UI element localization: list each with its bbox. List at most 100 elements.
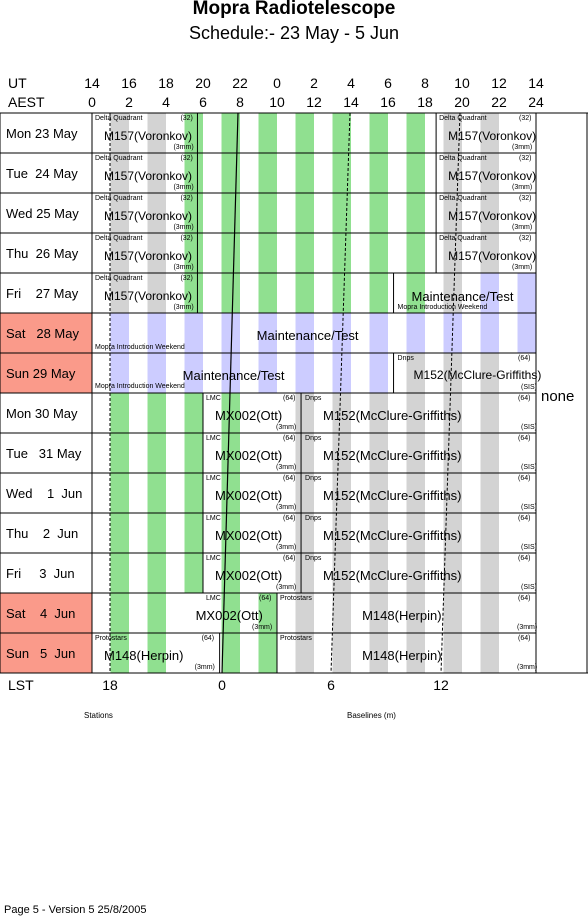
weekend-label-bg bbox=[0, 313, 92, 353]
ut-tick: 12 bbox=[491, 75, 507, 91]
hour-stripe bbox=[332, 233, 351, 273]
slot-count: (64) bbox=[283, 515, 296, 522]
hour-stripe bbox=[517, 273, 536, 313]
slot-count: (64) bbox=[518, 475, 531, 482]
slot-label: LMC bbox=[206, 515, 221, 522]
hour-stripe bbox=[110, 473, 129, 513]
hour-stripe bbox=[110, 353, 129, 393]
day-label: Wed 1 Jun bbox=[6, 485, 83, 501]
hour-stripe bbox=[443, 473, 462, 513]
aest-label: AEST bbox=[8, 94, 45, 110]
hour-stripe bbox=[147, 513, 166, 553]
slot-project: MX002(Ott) bbox=[195, 608, 263, 623]
slot-count: (32) bbox=[180, 275, 193, 282]
aest-tick: 14 bbox=[343, 94, 359, 110]
lst-tick: 12 bbox=[433, 677, 449, 693]
slot-label: Delta Quadrant bbox=[95, 275, 143, 282]
hour-stripe bbox=[332, 153, 351, 193]
hour-stripe bbox=[184, 393, 203, 433]
ut-tick: 2 bbox=[310, 75, 318, 91]
lst-line-6 bbox=[330, 112, 351, 674]
hour-stripe bbox=[443, 633, 462, 673]
ut-tick: 8 bbox=[421, 75, 429, 91]
slot-band: (3mm) bbox=[276, 464, 297, 471]
hour-stripe bbox=[110, 113, 129, 153]
hour-stripe bbox=[406, 633, 425, 673]
slot-band: (3mm) bbox=[276, 504, 297, 511]
weekend-label-bg bbox=[0, 353, 92, 393]
hour-stripe bbox=[184, 313, 203, 353]
hour-stripe bbox=[147, 473, 166, 513]
footer-text: Page 5 - Version 5 25/8/2005 bbox=[4, 904, 147, 916]
hour-stripe bbox=[295, 353, 314, 393]
hour-stripe bbox=[295, 513, 314, 553]
hour-stripe bbox=[110, 313, 129, 353]
hour-stripe bbox=[147, 273, 166, 313]
day-label: Fri 3 Jun bbox=[6, 565, 75, 581]
hour-stripe bbox=[147, 233, 166, 273]
slot-project: M157(Voronkov) bbox=[448, 249, 537, 263]
hour-stripe bbox=[332, 313, 351, 353]
hour-stripe bbox=[480, 553, 499, 593]
hour-stripe bbox=[406, 473, 425, 513]
ut-tick: 22 bbox=[232, 75, 248, 91]
hour-stripe bbox=[480, 393, 499, 433]
stations-label: Stations bbox=[84, 711, 113, 720]
hour-stripe bbox=[295, 473, 314, 513]
ut-tick: 10 bbox=[454, 75, 470, 91]
hour-stripe bbox=[110, 233, 129, 273]
slot-project: M152(McClure-Griffiths) bbox=[323, 488, 462, 503]
hour-stripe bbox=[147, 553, 166, 593]
hour-stripe bbox=[184, 193, 203, 233]
aest-tick: 0 bbox=[88, 94, 96, 110]
slot-project: MX002(Ott) bbox=[215, 408, 283, 423]
slot-band: (SIS) bbox=[521, 544, 537, 551]
hour-stripe bbox=[480, 193, 499, 233]
hour-stripe bbox=[480, 233, 499, 273]
slot-count: (32) bbox=[180, 115, 193, 122]
slot-count: (32) bbox=[180, 195, 193, 202]
aest-tick: 12 bbox=[306, 94, 322, 110]
hour-stripe bbox=[443, 353, 462, 393]
hour-stripe bbox=[295, 153, 314, 193]
slot-label: Mopra Introduction Weekend bbox=[95, 344, 185, 351]
day-label: Tue 31 May bbox=[6, 445, 82, 461]
slot-band: (SIS) bbox=[521, 504, 537, 511]
slot-project: M152(McClure-Griffiths) bbox=[413, 368, 542, 382]
page-subtitle: Schedule:- 23 May - 5 Jun bbox=[188, 23, 400, 43]
slot-count: (32) bbox=[180, 235, 193, 242]
hour-stripe bbox=[221, 553, 240, 593]
hour-stripe bbox=[406, 393, 425, 433]
ut-tick: 14 bbox=[528, 75, 544, 91]
hour-stripe bbox=[184, 473, 203, 513]
hour-stripe bbox=[147, 113, 166, 153]
hour-stripe bbox=[110, 393, 129, 433]
hour-stripe bbox=[369, 153, 388, 193]
hour-stripe bbox=[110, 273, 129, 313]
hour-stripe bbox=[406, 433, 425, 473]
slot-label: Delta Quadrant bbox=[439, 235, 487, 242]
slot-count: (64) bbox=[518, 555, 531, 562]
slot-label: Dnps bbox=[305, 515, 322, 522]
slot-project: M157(Voronkov) bbox=[104, 249, 193, 263]
slot-project: Maintenance/Test bbox=[411, 289, 514, 304]
slot-label: Dnps bbox=[305, 475, 322, 482]
ut-tick: 16 bbox=[121, 75, 137, 91]
slot-count: (64) bbox=[283, 435, 296, 442]
slot-count: (64) bbox=[518, 635, 531, 642]
day-label: Sun 29 May bbox=[6, 365, 76, 381]
slot-project: M157(Voronkov) bbox=[448, 209, 537, 223]
slot-label: Dnps bbox=[305, 395, 322, 402]
hour-stripe bbox=[369, 513, 388, 553]
slot-project: MX002(Ott) bbox=[215, 568, 283, 583]
hour-stripe bbox=[406, 153, 425, 193]
slot-label: Delta Quadrant bbox=[95, 115, 143, 122]
hour-stripe bbox=[147, 353, 166, 393]
slot-band: (3mm) bbox=[512, 184, 533, 191]
slot-project: Maintenance/Test bbox=[256, 328, 359, 343]
hour-stripe bbox=[406, 353, 425, 393]
hour-stripe bbox=[443, 513, 462, 553]
hour-stripe bbox=[258, 633, 277, 673]
slot-project: MX002(Ott) bbox=[215, 528, 283, 543]
hour-stripe bbox=[184, 353, 203, 393]
